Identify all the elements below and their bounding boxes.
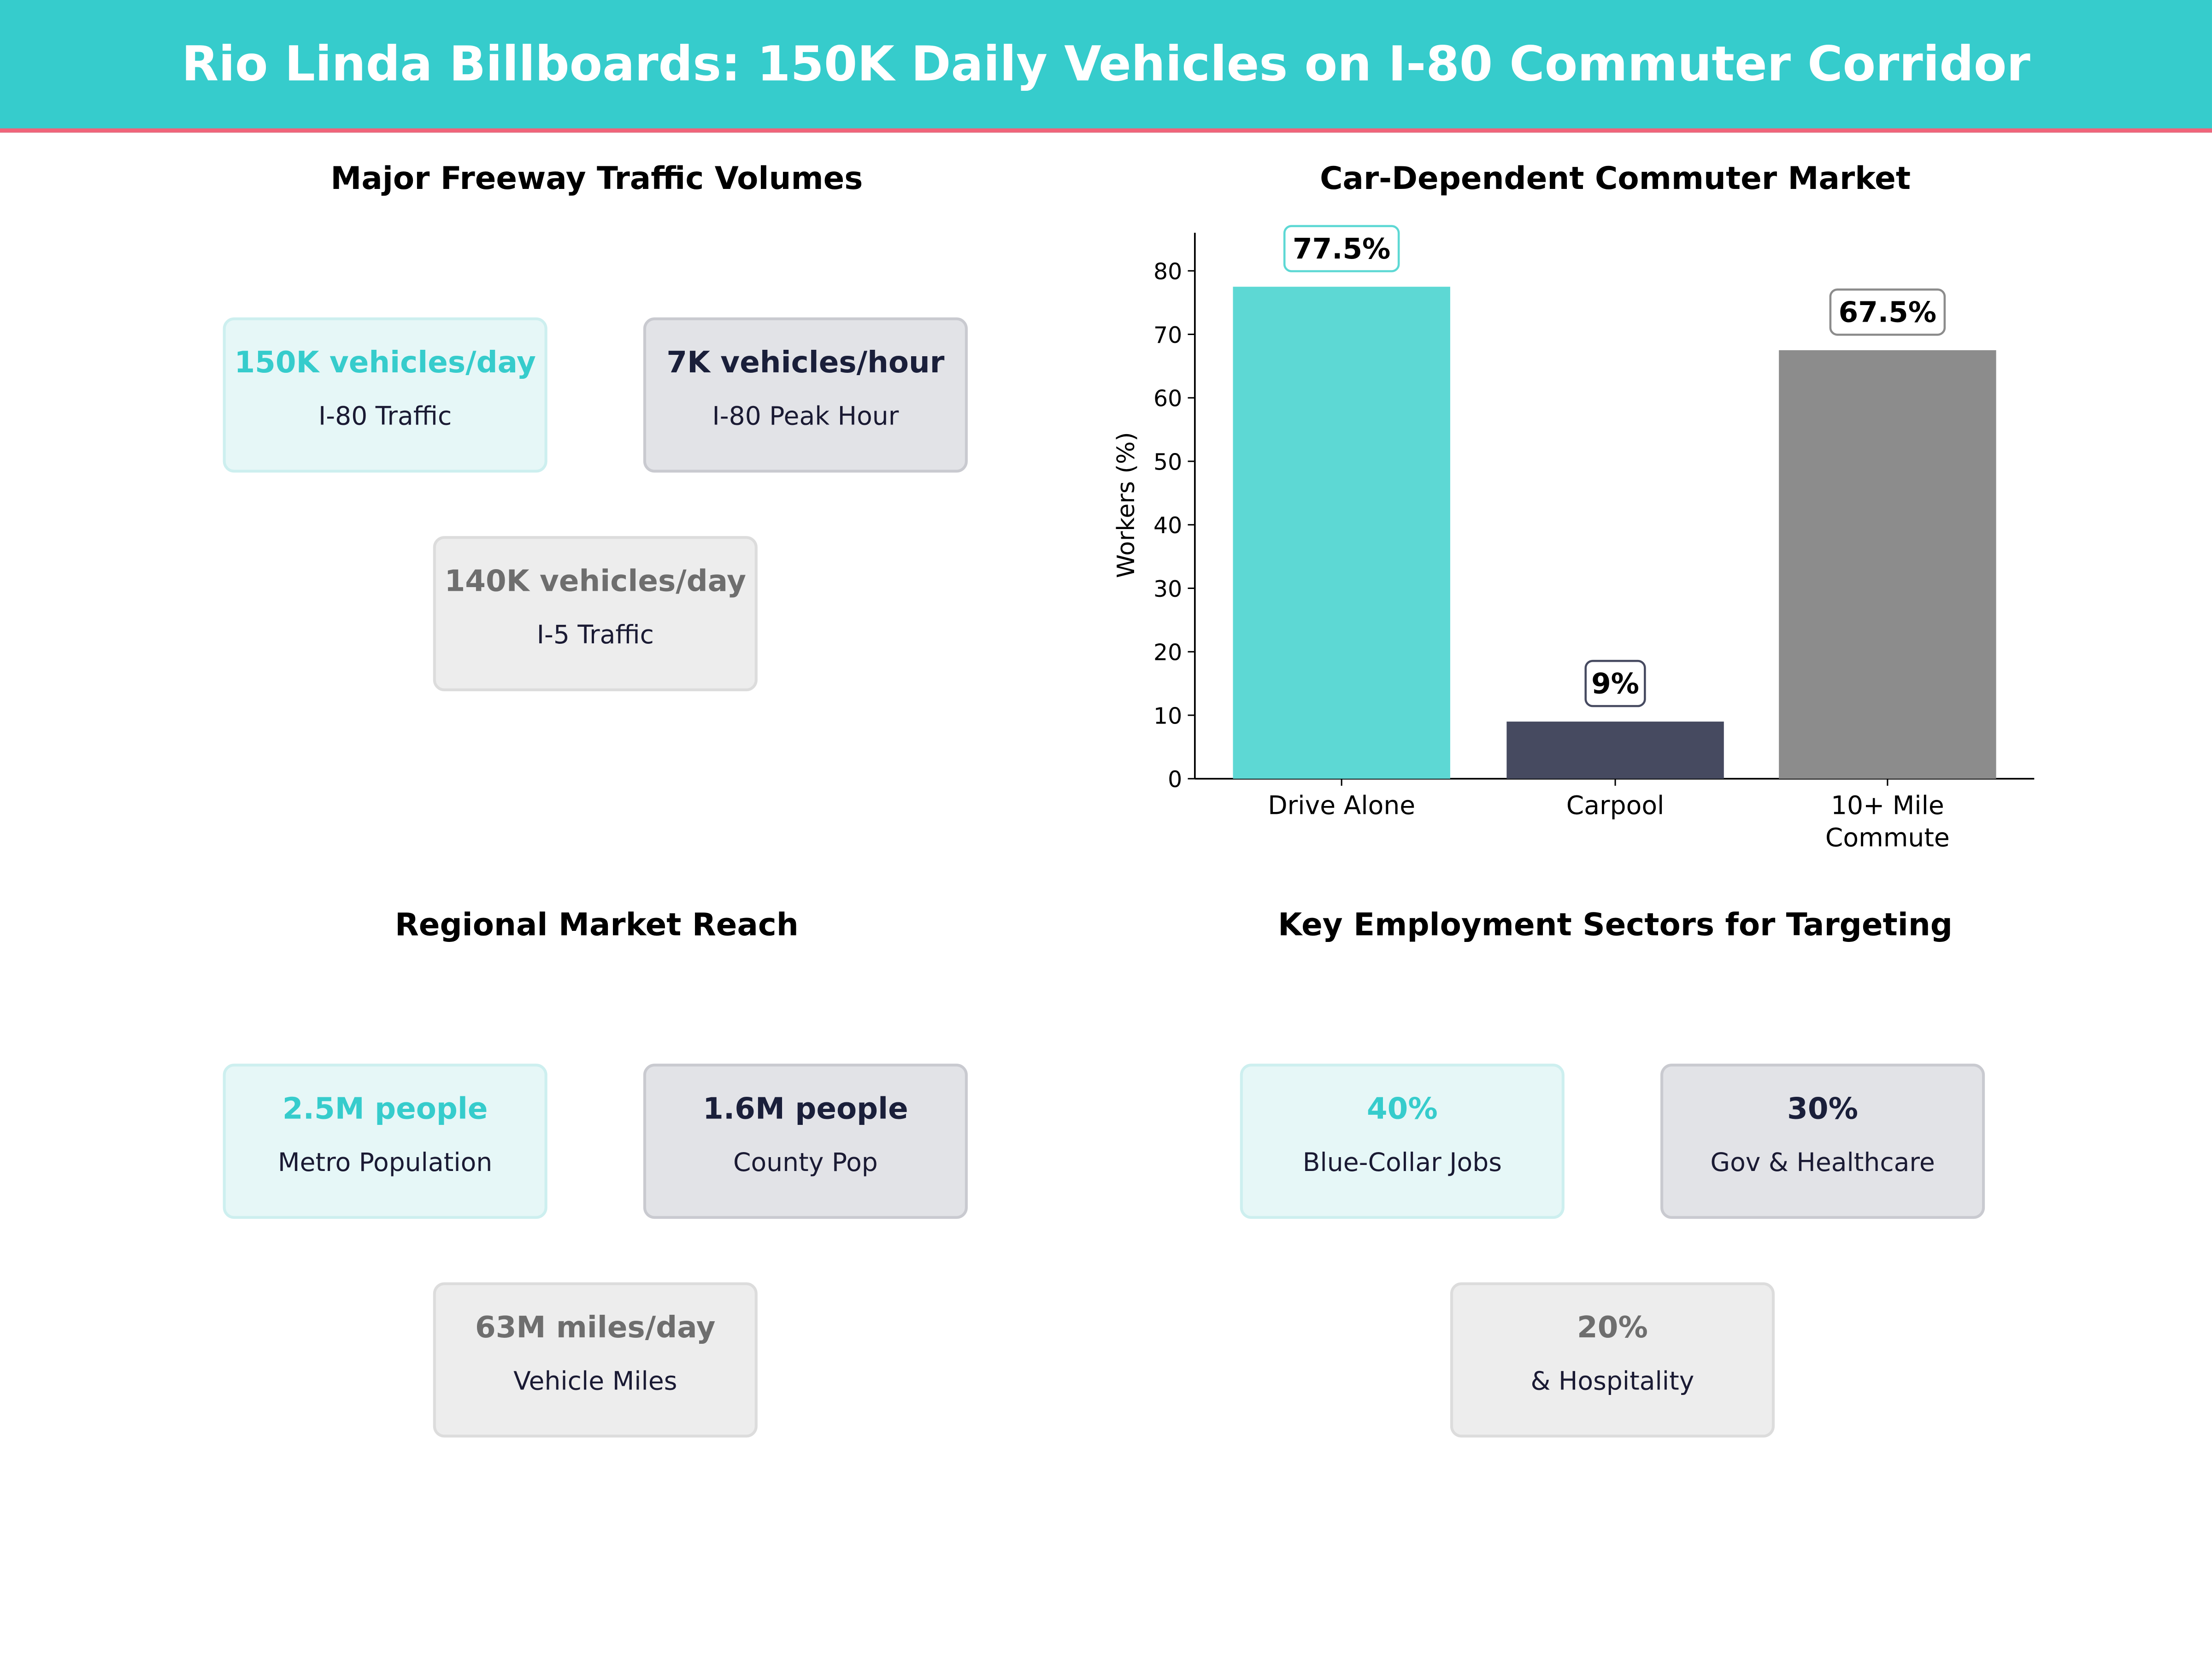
data-label: 77.5% bbox=[1293, 233, 1390, 265]
stat-label: I-80 Peak Hour bbox=[712, 402, 899, 432]
reach-panel-title: Regional Market Reach bbox=[394, 908, 799, 944]
stat-label: Gov & Healthcare bbox=[1710, 1148, 1935, 1178]
data-label-box bbox=[1584, 659, 1646, 707]
y-tick-label: 50 bbox=[1153, 449, 1182, 475]
stat-value: 140K vehicles/day bbox=[444, 564, 747, 598]
y-tick-label: 60 bbox=[1153, 386, 1182, 412]
stat-card-i80-peak: 7K vehicles/hour I-80 Peak Hour bbox=[643, 317, 968, 473]
x-tick-label: Drive Alone bbox=[1268, 790, 1415, 820]
x-tick-label: 10+ Mile bbox=[1831, 790, 1944, 820]
data-label-box bbox=[1283, 225, 1400, 272]
stat-card-i5-traffic: 140K vehicles/day I-5 Traffic bbox=[433, 536, 758, 691]
chart-title: Car-Dependent Commuter Market bbox=[1320, 162, 1911, 198]
stat-card-i80-traffic: 150K vehicles/day I-80 Traffic bbox=[223, 317, 547, 473]
stat-card-hospitality: 20% & Hospitality bbox=[1450, 1282, 1775, 1438]
y-tick-label: 20 bbox=[1153, 640, 1182, 666]
stat-label: Metro Population bbox=[278, 1148, 493, 1178]
stat-card-vehicle-miles: 63M miles/day Vehicle Miles bbox=[433, 1282, 758, 1438]
stat-card-blue-collar: 40% Blue-Collar Jobs bbox=[1240, 1064, 1565, 1219]
sectors-panel-title: Key Employment Sectors for Targeting bbox=[1278, 908, 1953, 944]
bar-2 bbox=[1779, 350, 1996, 779]
x-tick-label: Carpool bbox=[1566, 790, 1665, 820]
x-tick-label: Commute bbox=[1825, 823, 1950, 853]
y-tick-label: 70 bbox=[1153, 322, 1182, 348]
y-tick-label: 10 bbox=[1153, 703, 1182, 729]
stat-card-metro-pop: 2.5M people Metro Population bbox=[223, 1064, 547, 1219]
bar-chart: 0 10 20 30 40 50 60 70 80 Workers (%) Drive Alone 7… bbox=[1112, 225, 2035, 853]
y-axis-label: Workers (%) bbox=[1112, 432, 1140, 578]
y-tick-label: 30 bbox=[1153, 576, 1182, 602]
stat-value: 2.5M people bbox=[282, 1092, 488, 1126]
data-label-box bbox=[1829, 288, 1946, 336]
y-tick-label: 80 bbox=[1153, 259, 1182, 285]
data-label: 67.5% bbox=[1839, 296, 1936, 329]
data-label: 9% bbox=[1591, 668, 1639, 700]
bar-0 bbox=[1233, 287, 1450, 779]
stat-label: & Hospitality bbox=[1530, 1367, 1694, 1397]
stat-value: 30% bbox=[1787, 1092, 1858, 1126]
stat-value: 63M miles/day bbox=[475, 1310, 716, 1345]
y-tick-label: 0 bbox=[1168, 766, 1182, 793]
traffic-panel-title: Major Freeway Traffic Volumes bbox=[330, 162, 863, 198]
page-title: Rio Linda Billboards: 150K Daily Vehicle… bbox=[182, 36, 2030, 93]
y-tick-label: 40 bbox=[1153, 512, 1182, 539]
stat-label: I-5 Traffic bbox=[536, 620, 654, 651]
stat-card-county-pop: 1.6M people County Pop bbox=[643, 1064, 968, 1219]
stat-value: 150K vehicles/day bbox=[234, 345, 536, 380]
stat-value: 20% bbox=[1577, 1310, 1648, 1345]
stat-label: Vehicle Miles bbox=[513, 1367, 677, 1397]
stat-label: Blue-Collar Jobs bbox=[1302, 1148, 1502, 1178]
stat-value: 1.6M people bbox=[703, 1092, 908, 1126]
header-banner: Rio Linda Billboards: 150K Daily Vehicle… bbox=[0, 0, 2212, 133]
bar-1 bbox=[1506, 721, 1724, 779]
stat-value: 7K vehicles/hour bbox=[666, 345, 945, 380]
stat-card-gov-healthcare: 30% Gov & Healthcare bbox=[1660, 1064, 1985, 1219]
stat-label: County Pop bbox=[733, 1148, 878, 1178]
stat-label: I-80 Traffic bbox=[318, 402, 452, 432]
stat-value: 40% bbox=[1366, 1092, 1438, 1126]
